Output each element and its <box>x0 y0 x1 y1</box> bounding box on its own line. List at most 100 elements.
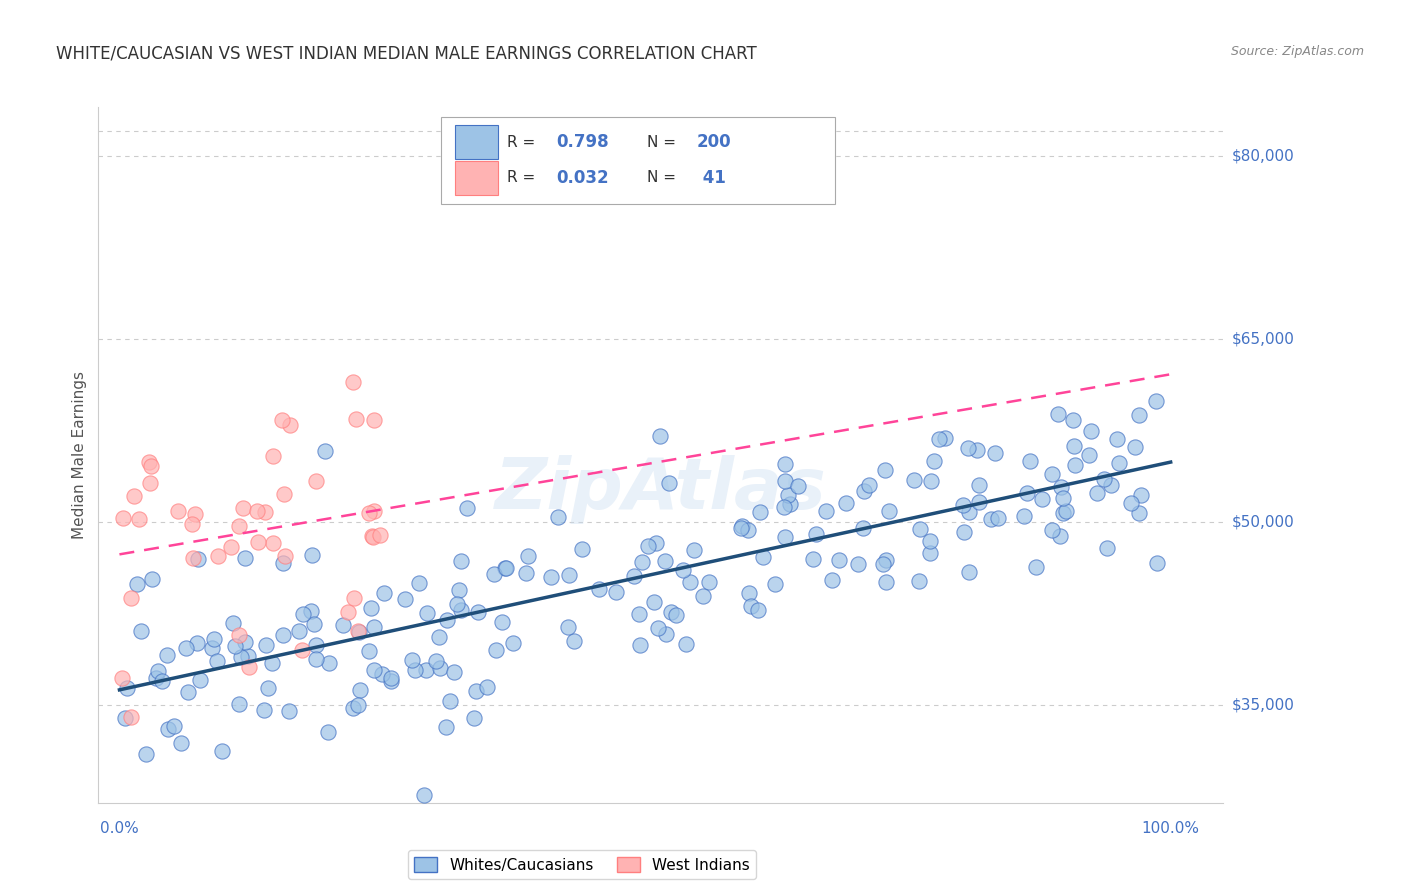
Point <box>273 556 295 570</box>
Point <box>299 604 322 618</box>
Point <box>1064 458 1087 472</box>
Point <box>363 503 385 517</box>
Point <box>737 523 759 537</box>
Point <box>174 640 197 655</box>
Point <box>730 521 752 535</box>
Point <box>318 656 340 670</box>
Point <box>408 576 430 591</box>
Point <box>115 681 138 695</box>
Point <box>1092 472 1115 486</box>
Point <box>631 555 654 569</box>
Point <box>540 570 562 584</box>
Point <box>343 591 366 605</box>
Point <box>966 443 988 458</box>
Point <box>679 574 702 589</box>
Point <box>775 474 797 488</box>
Point <box>304 652 326 666</box>
FancyBboxPatch shape <box>456 125 498 159</box>
Point <box>274 549 297 564</box>
Point <box>588 582 610 596</box>
Point <box>467 605 489 619</box>
Point <box>637 539 659 553</box>
Point <box>359 507 381 521</box>
Point <box>181 551 204 566</box>
Point <box>1025 560 1047 574</box>
Point <box>517 549 540 563</box>
Point <box>162 719 184 733</box>
Point <box>659 606 682 620</box>
Point <box>304 475 326 489</box>
Point <box>1105 432 1128 446</box>
Point <box>262 449 284 463</box>
Point <box>450 554 472 568</box>
Point <box>304 638 326 652</box>
Point <box>202 632 225 647</box>
Point <box>835 496 858 510</box>
Point <box>464 684 486 698</box>
Point <box>346 698 368 713</box>
Point <box>141 572 163 586</box>
Text: $65,000: $65,000 <box>1232 332 1295 346</box>
Text: 100.0%: 100.0% <box>1142 822 1199 836</box>
Point <box>373 586 395 600</box>
Point <box>201 641 224 656</box>
Point <box>401 652 423 666</box>
Point <box>957 441 980 455</box>
Point <box>683 543 706 558</box>
Point <box>934 432 956 446</box>
Point <box>342 700 364 714</box>
Point <box>494 561 516 575</box>
Point <box>273 628 295 642</box>
Point <box>628 638 651 652</box>
Point <box>122 489 145 503</box>
Point <box>342 375 364 389</box>
Point <box>1019 453 1042 467</box>
Point <box>658 476 681 491</box>
Point <box>491 615 513 629</box>
Text: 200: 200 <box>697 133 731 151</box>
Point <box>361 529 384 543</box>
Point <box>1054 504 1077 518</box>
Point <box>665 607 688 622</box>
Point <box>336 605 359 619</box>
Point <box>186 636 208 650</box>
Point <box>302 616 325 631</box>
Point <box>484 566 506 581</box>
Point <box>413 788 436 802</box>
Point <box>370 667 392 681</box>
Point <box>547 509 569 524</box>
Point <box>804 526 827 541</box>
Point <box>404 663 426 677</box>
Point <box>957 565 980 579</box>
Point <box>562 634 585 648</box>
Point <box>359 644 381 658</box>
Point <box>983 446 1005 460</box>
Point <box>647 621 669 635</box>
Point <box>786 479 808 493</box>
Point <box>361 530 384 544</box>
Point <box>114 711 136 725</box>
Point <box>232 501 254 516</box>
Point <box>181 516 204 531</box>
Point <box>301 548 323 562</box>
Point <box>363 663 385 677</box>
Point <box>643 595 665 609</box>
Point <box>747 602 769 616</box>
Point <box>814 504 837 518</box>
Point <box>346 624 368 638</box>
Point <box>1095 541 1118 556</box>
Point <box>1052 507 1074 521</box>
Point <box>260 656 283 670</box>
Point <box>291 643 314 657</box>
Point <box>262 536 284 550</box>
Point <box>253 505 276 519</box>
Point <box>801 552 824 566</box>
Point <box>135 747 157 762</box>
Point <box>145 672 167 686</box>
Point <box>314 444 336 458</box>
Point <box>751 550 773 565</box>
Point <box>648 429 671 443</box>
Point <box>139 459 162 474</box>
Legend: Whites/Caucasians, West Indians: Whites/Caucasians, West Indians <box>408 850 756 879</box>
Point <box>672 563 695 577</box>
